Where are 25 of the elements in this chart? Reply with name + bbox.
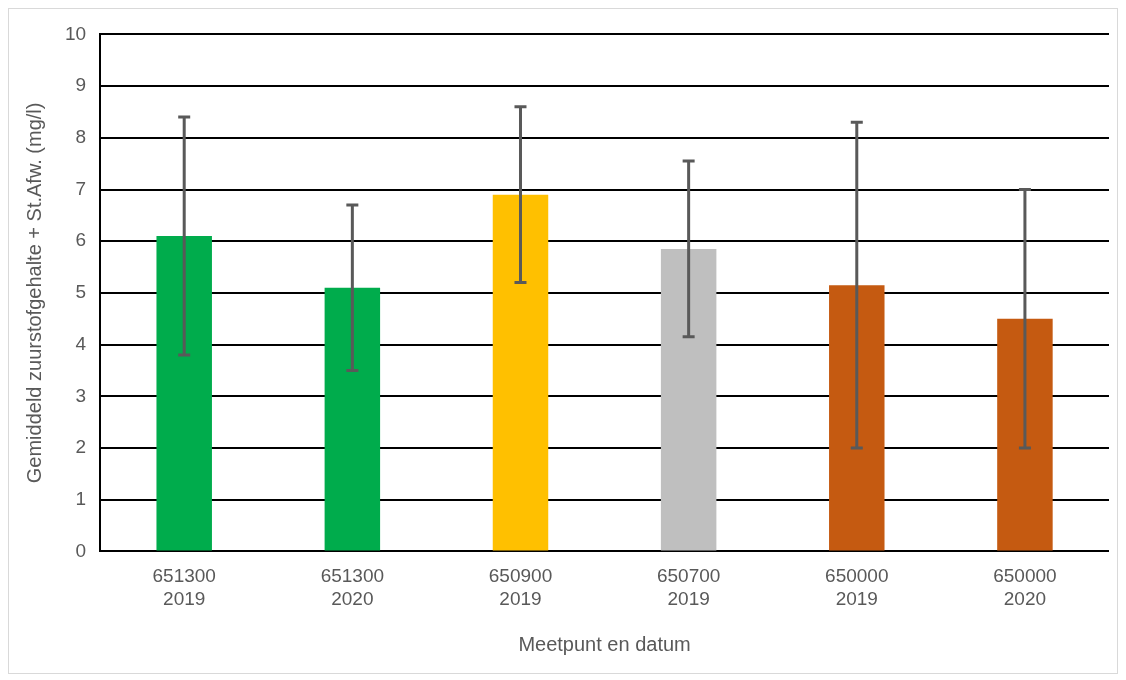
bar [492,194,549,551]
bar [997,318,1053,551]
y-tick-label: 6 [75,229,87,251]
x-axis-title: Meetpunt en datum [518,632,691,655]
y-tick-label: 3 [75,384,87,406]
y-tick-label: 10 [64,22,87,44]
x-tick-label: 650900 2019 [488,565,553,609]
bar [156,236,212,551]
x-tick-label: 651300 2020 [320,565,385,609]
x-tick-label: 650000 2020 [993,565,1057,609]
y-tick-label: 1 [75,487,87,509]
y-tick-label: 0 [75,539,87,561]
y-tick-label: 7 [75,177,87,199]
bar [829,285,885,551]
y-tick-label: 4 [75,332,87,354]
y-tick-label: 5 [75,281,87,303]
y-axis-title: Gemiddeld zuurstofgehalte + St.Afw. (mg/l) [22,102,45,484]
x-tick-label: 650700 2019 [656,565,721,609]
y-tick-label: 8 [75,126,87,148]
bar [324,287,381,551]
x-tick-label: 651300 2019 [152,565,216,609]
y-tick-label: 2 [75,436,87,458]
bar [660,248,717,551]
y-tick-label: 9 [75,74,87,96]
x-tick-label: 650000 2019 [825,565,889,609]
